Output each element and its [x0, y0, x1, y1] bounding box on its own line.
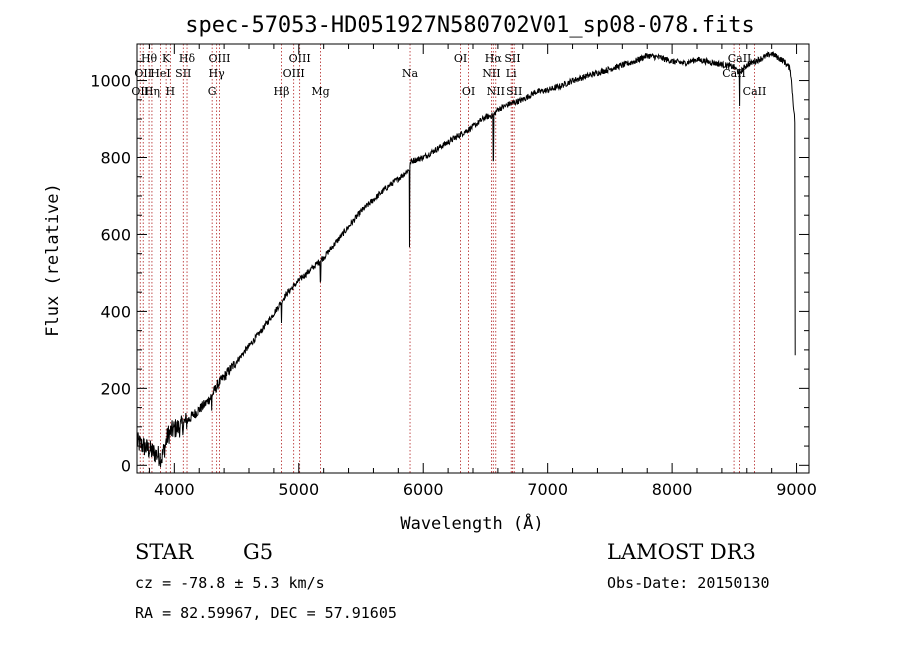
spectrum-line — [136, 51, 796, 468]
line-label-0: OII — [131, 85, 149, 98]
line-label-17: OI — [454, 52, 467, 65]
line-label-21: NII — [487, 85, 505, 98]
line-label-26: CaII — [728, 52, 752, 65]
line-label-20: Hα — [485, 52, 503, 65]
line-label-11: OIII — [208, 52, 230, 65]
line-label-14: OIII — [289, 52, 311, 65]
line-label-13: OIII — [283, 67, 305, 80]
x-tick-label-4: 8000 — [652, 480, 693, 499]
line-label-1: OII — [134, 67, 152, 80]
emission-line-markers — [139, 44, 755, 473]
y-axis-label: Flux (relative) — [43, 183, 63, 337]
x-tick-label-1: 5000 — [278, 480, 319, 499]
line-label-22: SII — [504, 52, 520, 65]
line-label-3: Hη — [144, 85, 160, 98]
line-label-4: HeI — [150, 67, 170, 80]
line-label-27: CaII — [743, 85, 767, 98]
y-tick-label-3: 600 — [100, 225, 131, 244]
line-label-8: Hδ — [179, 52, 196, 65]
chart-title: spec-57053-HD051927N580702V01_sp08-078.f… — [185, 13, 755, 38]
line-label-16: Na — [402, 67, 419, 80]
line-label-6: H — [166, 85, 176, 98]
line-label-2: Hθ — [141, 52, 158, 65]
line-label-18: OI — [462, 85, 475, 98]
line-label-9: G — [208, 85, 217, 98]
line-label-15: Mg — [311, 85, 329, 98]
x-tick-label-5: 9000 — [776, 480, 817, 499]
emission-line-labels: OII OII Hθ Hη HeI K H SII Hδ G Hγ OIII Hβ OIII OIII Mg N… — [131, 52, 766, 98]
y-tick-label-2: 400 — [100, 302, 131, 321]
object-class: STAR — [135, 540, 194, 564]
x-axis-label: Wavelength (Å) — [400, 512, 543, 534]
x-tick-label-2: 6000 — [403, 480, 444, 499]
line-label-24: SII — [506, 85, 522, 98]
y-axis-ticks: 0 200 400 600 800 1000 — [90, 60, 809, 475]
x-tick-label-3: 7000 — [527, 480, 568, 499]
survey-name: LAMOST DR3 — [607, 540, 756, 564]
redshift-cz: cz = -78.8 ± 5.3 km/s — [135, 574, 325, 592]
y-tick-label-5: 1000 — [90, 72, 131, 91]
line-label-23: Li — [506, 67, 517, 80]
object-subclass: G5 — [243, 540, 274, 564]
x-axis-ticks: 4000 5000 6000 7000 8000 9000 — [148, 44, 817, 499]
line-label-5: K — [162, 52, 171, 65]
line-label-10: Hγ — [209, 67, 226, 80]
coordinates: RA = 82.59967, DEC = 57.91605 — [135, 604, 397, 622]
obs-date: Obs-Date: 20150130 — [607, 574, 770, 592]
line-label-19: NII — [482, 67, 500, 80]
plot-frame — [136, 43, 810, 474]
y-tick-label-1: 200 — [100, 379, 131, 398]
y-tick-label-4: 800 — [100, 149, 131, 168]
y-tick-label-0: 0 — [121, 456, 131, 475]
line-label-7: SII — [175, 67, 191, 80]
line-label-12: Hβ — [274, 85, 290, 98]
x-tick-label-0: 4000 — [154, 480, 195, 499]
